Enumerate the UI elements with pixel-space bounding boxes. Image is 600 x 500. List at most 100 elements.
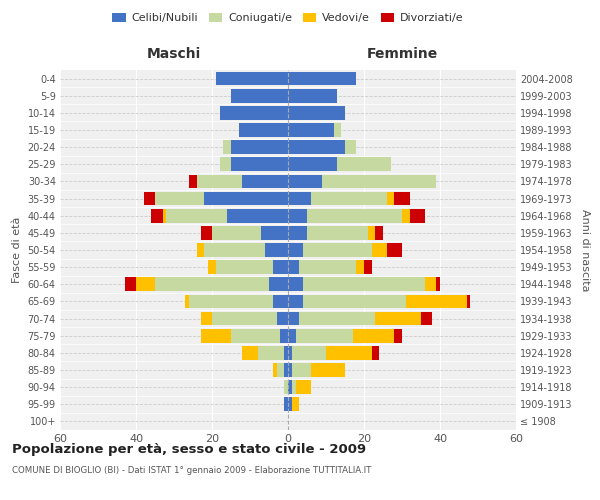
Bar [288,380,292,394]
Bar [197,174,242,188]
Bar [284,398,288,411]
Bar [288,346,292,360]
Bar [288,294,303,308]
Bar [421,312,433,326]
Bar [231,89,288,102]
Bar [288,312,299,326]
Bar [387,243,402,257]
Bar [197,243,205,257]
Bar [205,192,288,205]
Bar [292,363,311,377]
Bar [273,294,288,308]
Bar [387,192,394,205]
Bar [368,226,376,239]
Bar [277,312,288,326]
Bar [216,260,273,274]
Bar [353,329,394,342]
Bar [288,89,337,102]
Bar [311,192,387,205]
Bar [200,226,212,239]
Bar [303,243,371,257]
Bar [288,140,345,154]
Text: Maschi: Maschi [147,47,201,61]
Bar [231,140,288,154]
Bar [296,380,311,394]
Bar [239,123,288,137]
Y-axis label: Fasce di età: Fasce di età [12,217,22,283]
Text: COMUNE DI BIOGLIO (BI) - Dati ISTAT 1° gennaio 2009 - Elaborazione TUTTITALIA.IT: COMUNE DI BIOGLIO (BI) - Dati ISTAT 1° g… [12,466,371,475]
Bar [284,380,288,394]
Bar [303,294,406,308]
Bar [311,363,345,377]
Bar [288,363,292,377]
Bar [220,106,288,120]
Legend: Celibi/Nubili, Coniugati/e, Vedovi/e, Divorziati/e: Celibi/Nubili, Coniugati/e, Vedovi/e, Di… [108,8,468,28]
Bar [220,158,231,171]
Text: Femmine: Femmine [367,47,437,61]
Text: Popolazione per età, sesso e stato civile - 2009: Popolazione per età, sesso e stato civil… [12,442,366,456]
Bar [288,209,307,222]
Bar [299,312,376,326]
Bar [402,209,410,222]
Bar [334,123,341,137]
Bar [292,346,326,360]
Bar [284,363,288,377]
Bar [189,294,273,308]
Bar [394,192,410,205]
Bar [288,226,307,239]
Bar [303,278,425,291]
Bar [425,278,436,291]
Bar [288,158,337,171]
Bar [208,260,216,274]
Bar [273,363,277,377]
Bar [242,174,288,188]
Bar [273,260,288,274]
Bar [163,209,166,222]
Bar [155,192,205,205]
Bar [200,329,231,342]
Bar [227,209,288,222]
Bar [288,278,303,291]
Y-axis label: Anni di nascita: Anni di nascita [580,209,590,291]
Bar [371,346,379,360]
Bar [216,72,288,86]
Bar [262,226,288,239]
Bar [136,278,155,291]
Bar [307,209,402,222]
Bar [231,158,288,171]
Bar [212,312,277,326]
Bar [326,346,371,360]
Bar [467,294,470,308]
Bar [410,209,425,222]
Bar [299,260,356,274]
Bar [151,209,163,222]
Bar [436,278,440,291]
Bar [288,192,311,205]
Bar [288,106,345,120]
Bar [189,174,197,188]
Bar [280,329,288,342]
Bar [155,278,269,291]
Bar [292,398,299,411]
Bar [394,329,402,342]
Bar [223,140,231,154]
Bar [322,174,436,188]
Bar [288,123,334,137]
Bar [277,363,284,377]
Bar [257,346,284,360]
Bar [185,294,189,308]
Bar [288,398,292,411]
Bar [200,312,212,326]
Bar [371,243,387,257]
Bar [125,278,136,291]
Bar [212,226,262,239]
Bar [288,260,299,274]
Bar [242,346,257,360]
Bar [166,209,227,222]
Bar [356,260,364,274]
Bar [296,329,353,342]
Bar [292,380,296,394]
Bar [345,140,356,154]
Bar [376,312,421,326]
Bar [376,226,383,239]
